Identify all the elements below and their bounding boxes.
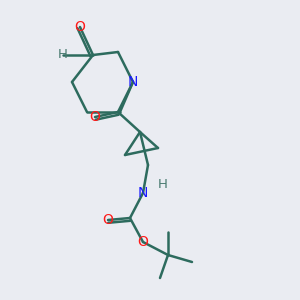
Text: N: N <box>128 75 138 89</box>
Text: O: O <box>103 213 113 227</box>
Text: H: H <box>158 178 168 191</box>
Text: O: O <box>75 20 86 34</box>
Text: O: O <box>138 235 148 249</box>
Text: O: O <box>90 110 101 124</box>
Text: H: H <box>58 49 68 62</box>
Text: N: N <box>138 186 148 200</box>
